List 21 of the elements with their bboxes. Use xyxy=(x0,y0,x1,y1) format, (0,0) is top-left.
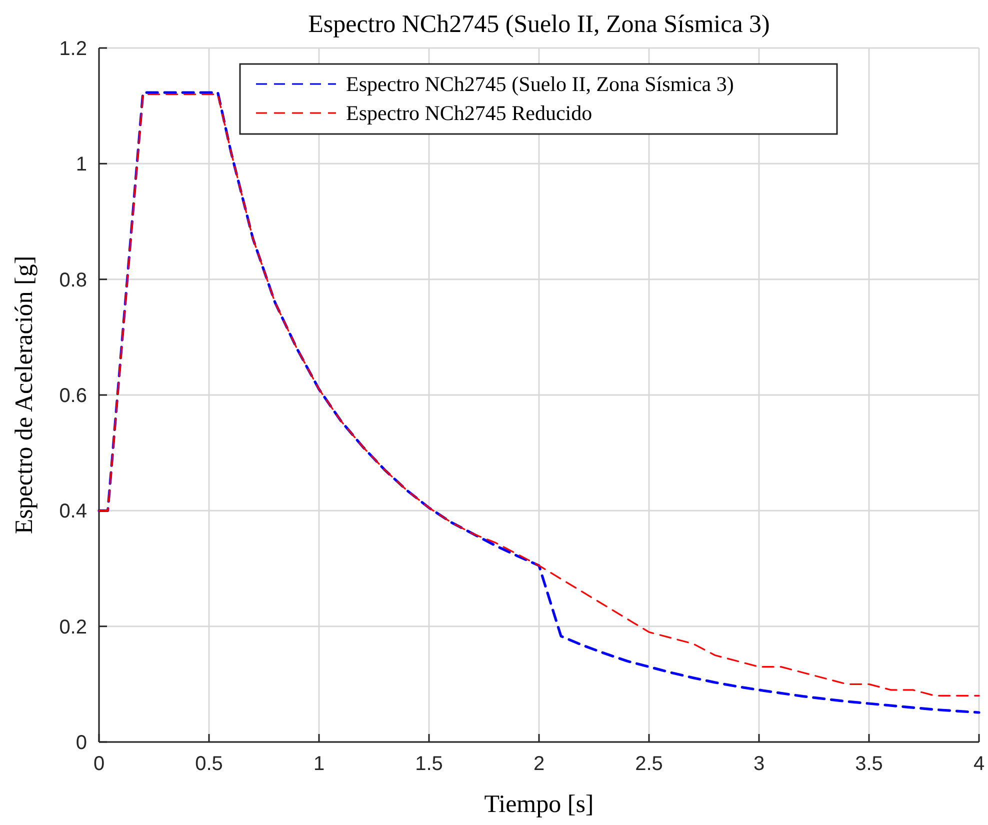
x-tick-label: 1.5 xyxy=(415,753,443,775)
x-tick-label: 1 xyxy=(313,753,325,775)
y-tick-label: 1 xyxy=(76,154,87,176)
y-tick-label: 0.2 xyxy=(59,616,87,638)
y-tick-label: 1.2 xyxy=(59,38,87,60)
y-axis-title: Espectro de Aceleración [g] xyxy=(11,256,38,534)
y-tick-label: 0.6 xyxy=(59,385,87,407)
x-tick-label: 2.5 xyxy=(635,753,663,775)
x-tick-label: 3.5 xyxy=(855,753,883,775)
x-tick-label: 4 xyxy=(973,753,985,775)
y-tick-label: 0.8 xyxy=(59,269,87,292)
x-tick-label: 0.5 xyxy=(195,753,223,775)
y-tick-label: 0.4 xyxy=(59,500,87,523)
y-tick-label: 0 xyxy=(76,732,87,754)
x-tick-label: 2 xyxy=(533,753,545,775)
x-tick-label: 3 xyxy=(753,753,765,775)
x-axis-title: Tiempo [s] xyxy=(484,791,594,818)
legend-label: Espectro NCh2745 Reducido xyxy=(346,101,592,125)
legend-label: Espectro NCh2745 (Suelo II, Zona Sísmica 3) xyxy=(346,72,734,96)
chart-title: Espectro NCh2745 (Suelo II, Zona Sísmica 3) xyxy=(308,11,770,38)
x-tick-label: 0 xyxy=(93,753,105,775)
